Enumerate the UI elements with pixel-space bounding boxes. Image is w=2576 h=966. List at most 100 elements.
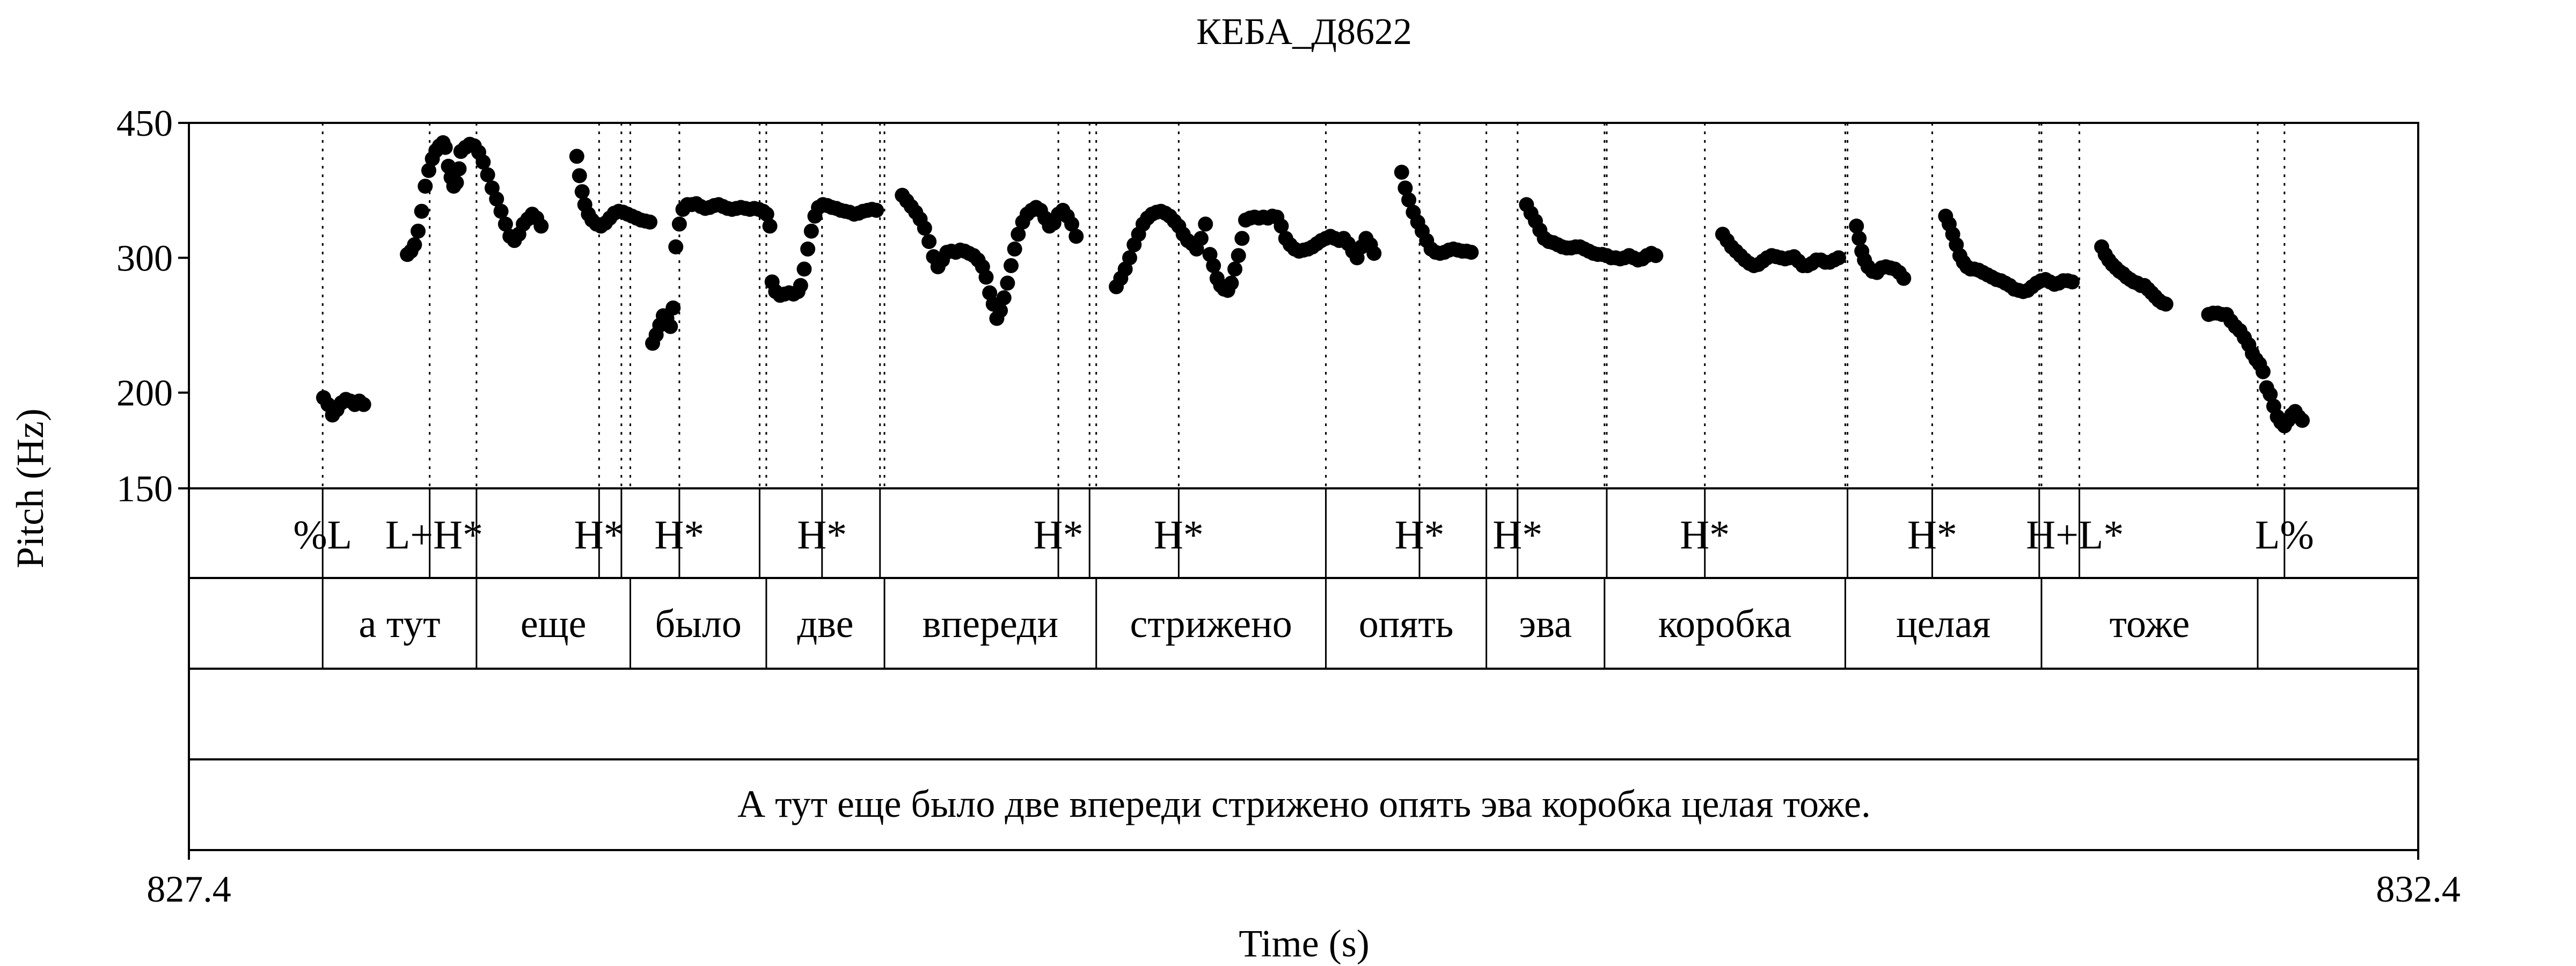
- pitch-point: [803, 223, 819, 239]
- pitch-point: [1224, 275, 1239, 291]
- pitch-point: [1463, 245, 1479, 260]
- pitch-point: [421, 163, 436, 178]
- pitch-point: [1394, 164, 1409, 180]
- pitch-point: [572, 168, 587, 184]
- y-tick-label: 150: [116, 469, 173, 510]
- x-tick-label-end: 832.4: [2376, 869, 2461, 910]
- pitch-point: [493, 203, 509, 219]
- pitch-point: [1366, 246, 1382, 261]
- pitch-point: [642, 214, 658, 230]
- pitch-point: [2158, 296, 2174, 312]
- pitch-point: [1000, 275, 1015, 291]
- pitch-point: [1648, 248, 1664, 264]
- tone-label: L%: [2255, 513, 2314, 558]
- word-label: коробка: [1658, 602, 1792, 646]
- pitch-point: [1122, 250, 1137, 266]
- pitch-point: [1849, 218, 1864, 234]
- plot-frame: [188, 122, 2419, 489]
- word-label: тоже: [2110, 602, 2190, 646]
- pitch-point: [1198, 216, 1213, 232]
- pitch-point: [2065, 274, 2080, 290]
- boundary-guide-lines: [321, 123, 2286, 488]
- pitch-point: [533, 218, 549, 234]
- pitch-point: [1831, 250, 1846, 266]
- pitch-point: [668, 239, 684, 255]
- word-label: впереди: [923, 602, 1059, 646]
- word-label: целая: [1896, 602, 1990, 646]
- pitch-points: [316, 135, 2310, 434]
- tiers-frame: [188, 487, 2419, 851]
- word-label: еще: [521, 602, 587, 646]
- pitch-point: [414, 203, 429, 219]
- pitch-point: [759, 207, 774, 222]
- pitch-point: [978, 269, 994, 285]
- pitch-point: [1193, 231, 1209, 246]
- tone-label: H*: [1154, 513, 1204, 558]
- tone-tier: %L L+H* H* H* H* H* H* H* H* H* H* H+L* L%: [293, 488, 2314, 578]
- pitch-point: [921, 234, 937, 250]
- tone-label: H*: [574, 513, 624, 558]
- pitch-point: [665, 300, 681, 316]
- x-tick-label-start: 827.4: [147, 869, 231, 910]
- tone-label: H*: [797, 513, 847, 558]
- pitch-point: [480, 167, 495, 182]
- pitch-point: [574, 184, 590, 200]
- pitch-point: [800, 241, 816, 257]
- pitch-point: [1007, 241, 1022, 257]
- pitch-point: [2255, 364, 2271, 379]
- pitch-point: [982, 285, 998, 301]
- pitch-point: [1117, 261, 1133, 277]
- tone-label: H+L*: [2026, 513, 2124, 558]
- tone-label: %L: [293, 513, 352, 558]
- sentence-transcription: А тут еще было две впереди стрижено опят…: [737, 782, 1871, 825]
- y-tick-label: 200: [116, 373, 173, 414]
- word-tier: а тут еще было две впереди стрижено опять эва ко…: [321, 578, 2259, 669]
- y-tick-label: 450: [116, 103, 173, 144]
- word-label: две: [797, 602, 853, 646]
- chart-title: КЕБА_Д8622: [1196, 11, 1412, 53]
- pitch-point: [1397, 180, 1413, 196]
- word-label: опять: [1359, 602, 1454, 646]
- tone-label: H*: [1034, 513, 1084, 558]
- pitch-point: [497, 216, 513, 232]
- pitch-point: [2294, 413, 2310, 428]
- pitch-point: [437, 140, 453, 155]
- pitch-plot-area: 450 300 200 150: [116, 103, 2419, 510]
- pitch-point: [762, 218, 778, 234]
- pitch-point: [489, 191, 504, 207]
- pitch-point: [1851, 231, 1867, 246]
- tone-label: H*: [1907, 513, 1957, 558]
- x-axis-label: Time (s): [1239, 922, 1369, 965]
- word-label: а тут: [359, 602, 441, 646]
- pitch-point: [1234, 231, 1250, 246]
- y-tick-label: 300: [116, 238, 173, 279]
- tone-label: H*: [1680, 513, 1730, 558]
- pitch-point: [796, 261, 812, 277]
- pitch-point: [451, 161, 467, 177]
- pitch-point: [917, 221, 932, 236]
- pitch-point: [569, 149, 584, 164]
- y-axis-ticks: 450 300 200 150: [116, 103, 189, 510]
- pitch-point: [1896, 270, 1912, 286]
- pitch-point: [1011, 226, 1026, 242]
- pitch-point: [1206, 258, 1221, 273]
- pitch-point: [996, 290, 1012, 305]
- pitch-point: [356, 397, 371, 412]
- tone-label: H*: [654, 513, 704, 558]
- y-axis-label: Pitch (Hz): [9, 408, 52, 568]
- word-label: стрижено: [1130, 602, 1292, 646]
- pitch-point: [449, 175, 464, 191]
- pitch-point: [1003, 258, 1019, 273]
- word-label: было: [655, 602, 742, 646]
- tone-label: H*: [1395, 513, 1445, 558]
- tone-label: H*: [1492, 513, 1542, 558]
- pitch-point: [1064, 216, 1079, 232]
- tone-label: L+H*: [385, 513, 483, 558]
- pitch-point: [1274, 218, 1289, 234]
- pitch-point: [993, 303, 1008, 318]
- annotation-tiers: %L L+H* H* H* H* H* H* H* H* H* H* H+L* L% а тут еще б…: [188, 487, 2419, 851]
- pitch-point: [411, 223, 426, 239]
- pitch-point: [671, 216, 687, 232]
- pitch-point: [1401, 192, 1417, 208]
